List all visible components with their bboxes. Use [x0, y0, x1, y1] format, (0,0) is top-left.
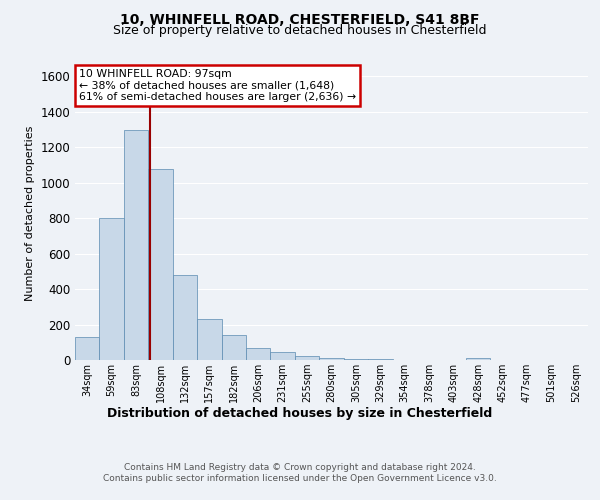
Bar [75, 337, 100, 360]
Text: Contains HM Land Registry data © Crown copyright and database right 2024.: Contains HM Land Registry data © Crown c… [124, 462, 476, 471]
Bar [100, 218, 124, 360]
Text: Distribution of detached houses by size in Chesterfield: Distribution of detached houses by size … [107, 408, 493, 420]
Bar [344, 359, 368, 360]
Bar [148, 168, 173, 360]
Bar [466, 358, 490, 360]
Bar [319, 358, 344, 360]
Bar [197, 319, 221, 360]
Text: Size of property relative to detached houses in Chesterfield: Size of property relative to detached ho… [113, 24, 487, 37]
Y-axis label: Number of detached properties: Number of detached properties [25, 126, 35, 302]
Text: Contains public sector information licensed under the Open Government Licence v3: Contains public sector information licen… [103, 474, 497, 483]
Bar [246, 348, 271, 360]
Bar [221, 335, 246, 360]
Bar [271, 352, 295, 360]
Bar [124, 130, 148, 360]
Text: 10 WHINFELL ROAD: 97sqm
← 38% of detached houses are smaller (1,648)
61% of semi: 10 WHINFELL ROAD: 97sqm ← 38% of detache… [79, 69, 356, 102]
Bar [173, 275, 197, 360]
Text: 10, WHINFELL ROAD, CHESTERFIELD, S41 8BF: 10, WHINFELL ROAD, CHESTERFIELD, S41 8BF [120, 12, 480, 26]
Bar [295, 356, 319, 360]
